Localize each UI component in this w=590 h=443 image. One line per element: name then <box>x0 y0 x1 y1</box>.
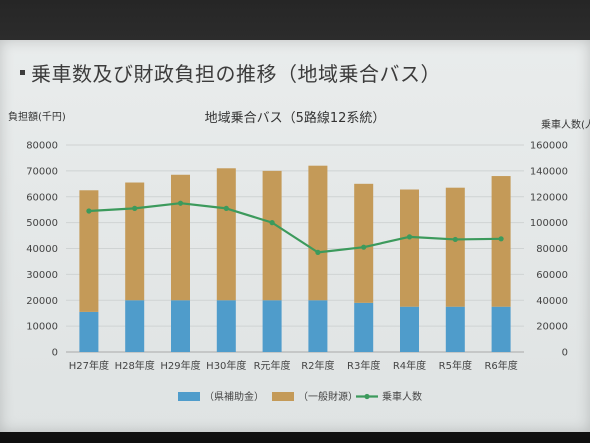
legend-swatch <box>272 392 294 401</box>
bar-prefectural-subsidy <box>308 300 328 352</box>
bar-general-revenue <box>125 182 145 301</box>
right-axis-tick-label: 100000 <box>530 218 568 229</box>
bar-general-revenue <box>79 190 99 312</box>
bar-prefectural-subsidy <box>445 306 465 352</box>
category-label: R5年度 <box>439 359 472 372</box>
bar-prefectural-subsidy <box>216 300 236 352</box>
ridership-point <box>177 200 184 206</box>
left-axis-tick-label: 10000 <box>26 322 58 333</box>
bar-prefectural-subsidy <box>262 300 282 352</box>
bar-prefectural-subsidy <box>354 302 374 352</box>
bar-prefectural-subsidy <box>79 311 99 352</box>
left-axis-tick-label: 60000 <box>26 192 58 203</box>
bar-prefectural-subsidy <box>171 300 190 352</box>
y-axis-title: 負担額(千円) <box>8 110 66 123</box>
category-label: H30年度 <box>206 359 246 372</box>
chart-title: 地域乗合バス（5路線12系統） <box>205 110 386 126</box>
right-axis-tick-label: 0 <box>562 348 568 359</box>
bar-prefectural-subsidy <box>400 306 419 352</box>
right-axis-tick-label: 60000 <box>536 270 568 281</box>
ridership-point <box>452 236 458 243</box>
right-axis-tick-label: 120000 <box>530 192 568 203</box>
bar-prefectural-subsidy <box>491 306 511 352</box>
ridership-point <box>406 234 413 240</box>
slide-title-text: 乗車数及び財政負担の推移（地域乗合バス） <box>31 62 441 86</box>
right-axis-tick-label: 40000 <box>536 296 568 307</box>
category-label: H28年度 <box>115 359 155 372</box>
category-label: R6年度 <box>484 359 517 372</box>
left-axis-tick-label: 80000 <box>26 141 58 152</box>
left-axis-tick-label: 0 <box>52 348 58 359</box>
category-axis-labels: H27年度 H28年度 H29年度 H30年度 R元年度 R2年度 R3年度 R4年度 R5年度… <box>69 359 518 372</box>
bar-series <box>79 165 511 352</box>
left-axis-ticks: 0 10000 20000 30000 40000 50000 60000 70000 8000… <box>26 141 58 359</box>
legend-swatch <box>178 392 200 401</box>
bar-general-revenue <box>445 187 465 307</box>
category-label: R元年度 <box>254 359 291 372</box>
presentation-slide: 乗車数及び財政負担の推移（地域乗合バス） 地域乗合バス（5路線12系統） 負担額… <box>0 40 590 432</box>
right-axis-ticks: 0 20000 40000 60000 80000 100000 120000 140000 1… <box>530 141 568 359</box>
right-axis-tick-label: 80000 <box>536 244 568 255</box>
bullet-icon <box>20 70 25 75</box>
bar-prefectural-subsidy <box>125 300 145 352</box>
ridership-point <box>269 220 275 226</box>
legend-label: 乗車人数 <box>382 390 422 403</box>
category-label: H27年度 <box>69 359 109 372</box>
legend: （県補助金） （一般財源） 乗車人数 <box>178 390 422 403</box>
bar-general-revenue <box>216 168 236 301</box>
bar-general-revenue <box>354 183 374 303</box>
category-label: R4年度 <box>393 359 426 372</box>
ridership-point <box>361 244 367 250</box>
right-axis-tick-label: 20000 <box>536 322 568 333</box>
right-axis-tick-label: 160000 <box>530 141 568 152</box>
ridership-point <box>86 208 92 214</box>
bar-general-revenue <box>171 174 190 301</box>
bar-general-revenue <box>262 170 282 301</box>
ridership-point <box>315 249 321 255</box>
category-label: R2年度 <box>301 359 334 372</box>
ridership-point <box>498 236 504 242</box>
bar-general-revenue <box>308 165 328 301</box>
ridership-line <box>88 202 502 254</box>
combo-chart: 地域乗合バス（5路線12系統） 負担額(千円) 乗車人数(人) 0 10000 20… <box>8 110 590 403</box>
left-axis-tick-label: 50000 <box>26 218 58 229</box>
left-axis-tick-label: 40000 <box>26 244 58 255</box>
legend-marker <box>364 393 370 400</box>
legend-label: （一般財源） <box>298 390 358 403</box>
left-axis-tick-label: 30000 <box>26 270 58 281</box>
bar-general-revenue <box>400 189 419 307</box>
left-axis-tick-label: 20000 <box>26 296 58 307</box>
y2-axis-title: 乗車人数(人) <box>541 118 590 131</box>
category-label: H29年度 <box>160 359 200 372</box>
category-label: R3年度 <box>347 359 380 372</box>
right-axis-tick-label: 140000 <box>530 166 568 177</box>
legend-label: （県補助金） <box>204 390 264 403</box>
ridership-point <box>223 205 229 211</box>
ridership-point <box>132 205 138 211</box>
slide-title: 乗車数及び財政負担の推移（地域乗合バス） <box>20 58 441 87</box>
line-series <box>86 200 504 255</box>
left-axis-tick-label: 70000 <box>26 166 58 177</box>
